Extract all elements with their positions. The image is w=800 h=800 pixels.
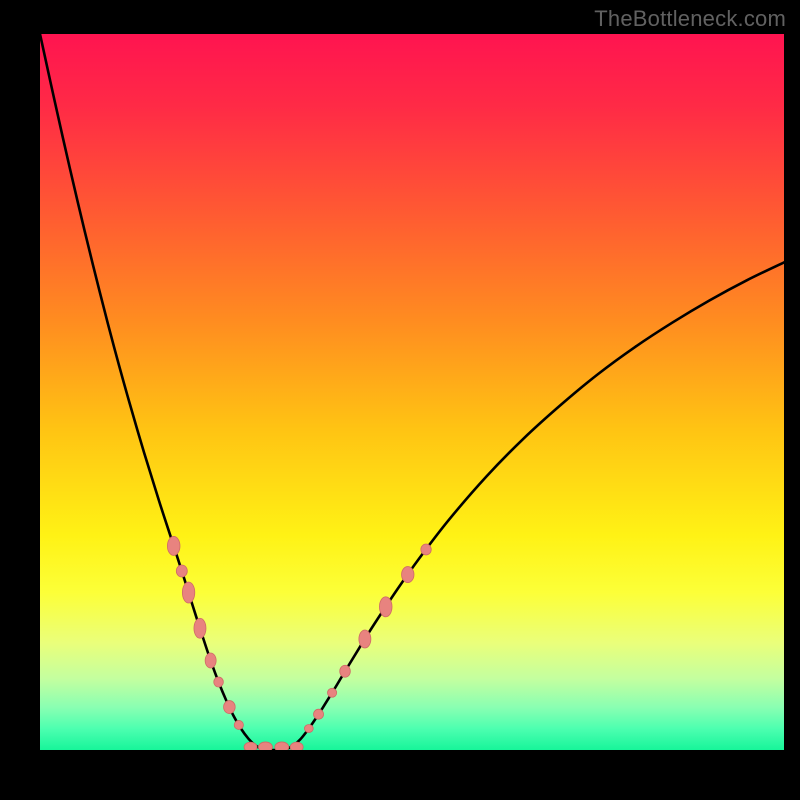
marker-left-6: [224, 701, 236, 714]
marker-left-2: [182, 582, 194, 603]
marker-right-4: [340, 665, 351, 677]
marker-right-5: [327, 688, 336, 697]
marker-right-0: [421, 544, 431, 555]
marker-left-5: [214, 677, 224, 687]
marker-left-7: [234, 720, 243, 729]
marker-right-3: [359, 630, 371, 648]
marker-trough-2: [275, 742, 289, 750]
marker-left-0: [167, 536, 180, 555]
marker-right-6: [314, 709, 324, 719]
marker-left-4: [205, 653, 216, 668]
curve-left: [40, 34, 278, 750]
curve-layer: [40, 34, 784, 750]
marker-right-1: [402, 567, 414, 583]
marker-left-1: [176, 565, 187, 577]
plot-area: [40, 34, 784, 750]
marker-trough-0: [244, 742, 257, 750]
watermark-text: TheBottleneck.com: [594, 6, 786, 32]
curve-right: [278, 262, 784, 750]
marker-right-7: [304, 725, 313, 733]
marker-left-3: [194, 618, 206, 638]
marker-trough-3: [290, 742, 303, 750]
marker-right-2: [379, 597, 392, 617]
marker-trough-1: [258, 742, 272, 750]
